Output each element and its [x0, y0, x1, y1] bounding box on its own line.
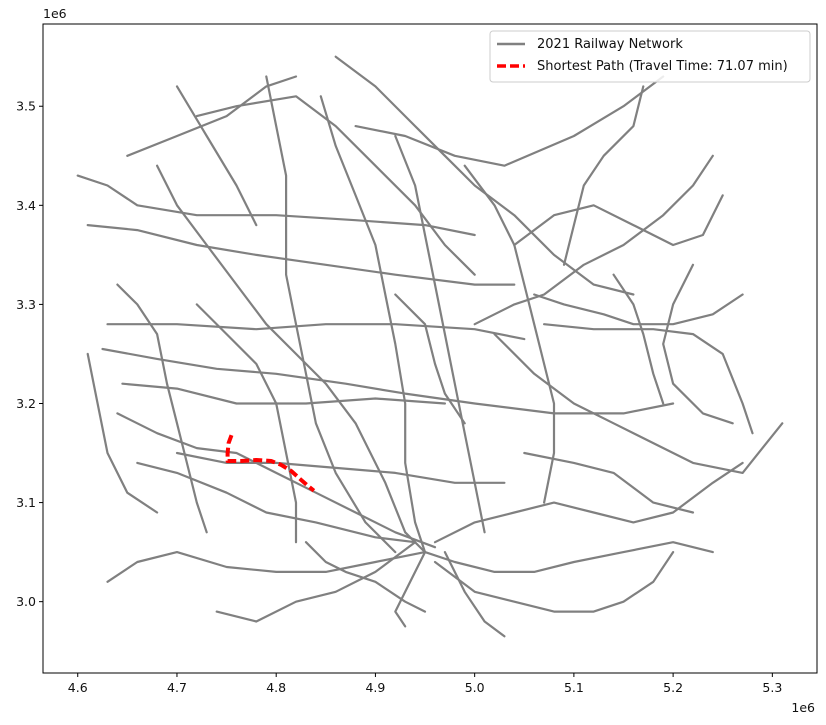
- x-tick-label: 4.7: [167, 680, 187, 695]
- railway-line-15: [463, 164, 556, 504]
- y-offset-label: 1e6: [43, 6, 67, 21]
- railway-line-3: [101, 347, 675, 415]
- railway-line-23: [433, 461, 744, 544]
- shortest-path-layer: [225, 434, 316, 493]
- railway-network: [76, 55, 784, 638]
- x-offset-label: 1e6: [791, 700, 815, 715]
- railway-line-22: [423, 541, 714, 574]
- railway-line-2: [106, 323, 526, 341]
- railway-line-27: [106, 550, 427, 583]
- railway-line-19: [493, 333, 784, 474]
- railway-line-33: [523, 451, 695, 514]
- railway-line-35: [612, 273, 665, 405]
- railway-line-10: [156, 164, 427, 554]
- railway-line-31: [195, 303, 298, 544]
- railway-line-18: [542, 323, 754, 435]
- shortest-path: [225, 434, 316, 493]
- railway-line-13: [334, 55, 635, 296]
- y-tick-label: 3.0: [16, 594, 36, 609]
- railway-line-11: [265, 75, 397, 554]
- x-tick-label: 5.3: [762, 680, 782, 695]
- railway-line-21: [473, 154, 714, 326]
- railway-line-1: [76, 174, 476, 237]
- x-tick-label: 4.8: [266, 680, 286, 695]
- y-tick-label: 3.4: [16, 198, 36, 213]
- x-tick-label: 5.1: [564, 680, 584, 695]
- railway-line-0: [86, 224, 516, 286]
- railway-line-7: [136, 461, 417, 544]
- y-tick-label: 3.3: [16, 297, 36, 312]
- legend: 2021 Railway Network Shortest Path (Trav…: [489, 30, 811, 83]
- x-tick-label: 5.0: [465, 680, 485, 695]
- legend-box: [489, 30, 811, 83]
- y-tick-label: 3.1: [16, 495, 36, 510]
- railway-line-25: [394, 550, 427, 628]
- x-tick-label: 4.6: [68, 680, 88, 695]
- railway-line-5: [116, 412, 437, 549]
- railway-line-38: [86, 352, 159, 514]
- railway-line-37: [175, 85, 258, 227]
- railway-line-36: [662, 263, 734, 425]
- railway-line-16: [562, 85, 645, 266]
- x-tick-label: 4.9: [365, 680, 385, 695]
- x-tick-label: 5.2: [663, 680, 683, 695]
- railway-line-32: [394, 134, 486, 534]
- y-tick-label: 3.2: [16, 396, 36, 411]
- railway-line-29: [304, 541, 427, 613]
- railway-line-6: [175, 451, 506, 484]
- y-tick-label: 3.5: [16, 99, 36, 114]
- railway-line-12: [319, 95, 427, 554]
- railway-line-9: [126, 75, 298, 157]
- railway-line-8: [195, 95, 476, 276]
- legend-network-label: 2021 Railway Network: [537, 37, 683, 52]
- y-axis: 3.0 3.1 3.2 3.3 3.4 3.5: [16, 99, 43, 609]
- legend-path-label: Shortest Path (Travel Time: 71.07 min): [537, 59, 788, 74]
- railway-line-24: [433, 550, 675, 613]
- railway-line-20: [513, 194, 724, 247]
- railway-line-17: [533, 293, 744, 326]
- x-axis: 4.6 4.7 4.8 4.9 5.0 5.1 5.2 5.3: [68, 673, 782, 695]
- railway-line-28: [215, 541, 417, 623]
- plot-area: [42, 23, 818, 674]
- railway-line-14: [354, 75, 665, 167]
- railway-line-26: [443, 550, 506, 638]
- railway-line-30: [116, 283, 208, 534]
- railway-line-34: [394, 293, 466, 425]
